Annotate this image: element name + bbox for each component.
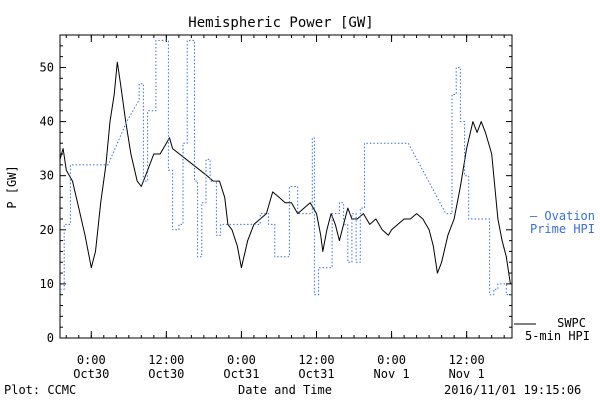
- y-tick-label: 20: [40, 223, 54, 237]
- x-tick-time-label: 12:00: [449, 353, 485, 367]
- x-axis-label: Date and Time: [238, 383, 332, 397]
- x-axis-ticks: 0:00Oct3012:00Oct300:00Oct3112:00Oct310:…: [65, 35, 505, 381]
- ovation-label-line2: Prime HPI: [530, 222, 595, 236]
- chart-title: Hemispheric Power [GW]: [188, 15, 373, 31]
- y-tick-label: 30: [40, 169, 54, 183]
- y-axis-ticks: 0 10 20 30 40 50: [40, 34, 512, 345]
- plot-credit: Plot: CCMC: [4, 383, 76, 397]
- y-axis-label: P [GW]: [5, 165, 19, 208]
- x-tick-time-label: 0:00: [377, 353, 406, 367]
- swpc-label-line1: SWPC: [557, 316, 586, 330]
- x-tick-time-label: 0:00: [77, 353, 106, 367]
- plot-timestamp: 2016/11/01 19:15:06: [444, 383, 581, 397]
- x-tick-time-label: 12:00: [148, 353, 184, 367]
- y-tick-label: 50: [40, 60, 54, 74]
- series-lines: [59, 39, 512, 296]
- x-tick-day-label: Oct30: [73, 367, 109, 381]
- ovation-label-line1: – Ovation: [530, 209, 595, 223]
- swpc-label-line2: 5-min HPI: [525, 329, 590, 343]
- y-tick-label: 40: [40, 115, 54, 129]
- y-tick-label: 10: [40, 277, 54, 291]
- x-tick-day-label: Nov 1: [374, 367, 410, 381]
- x-tick-time-label: 12:00: [298, 353, 334, 367]
- swpc-hpi-line: [59, 61, 511, 284]
- plot-frame: [59, 34, 513, 339]
- x-tick-day-label: Oct30: [148, 367, 184, 381]
- x-tick-day-label: Oct31: [223, 367, 259, 381]
- y-tick-label: 0: [47, 331, 54, 345]
- x-tick-time-label: 0:00: [227, 353, 256, 367]
- ovation-prime-hpi-line: [60, 39, 512, 296]
- x-tick-day-label: Oct31: [298, 367, 334, 381]
- x-tick-day-label: Nov 1: [449, 367, 485, 381]
